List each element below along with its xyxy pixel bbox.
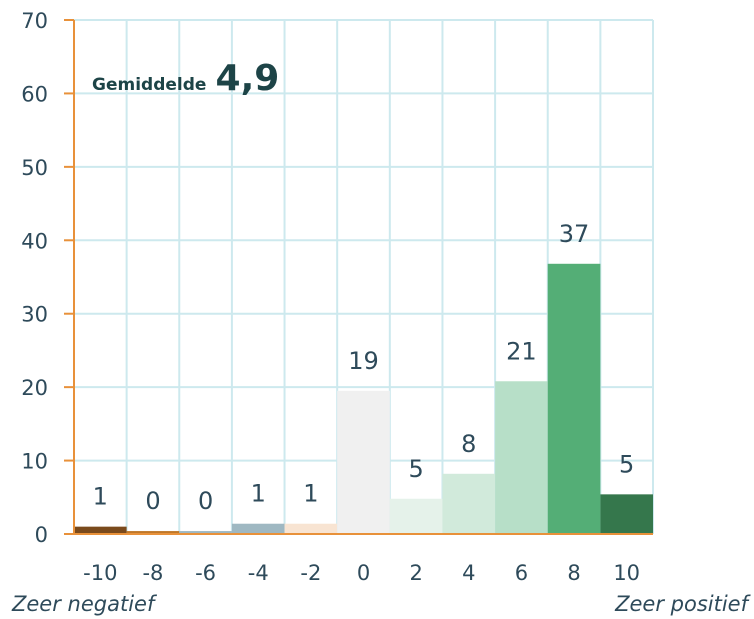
y-tick-label: 70	[21, 9, 48, 33]
value-label: 5	[408, 455, 423, 483]
x-tick-label: -2	[300, 561, 321, 585]
y-ticks: 0 10 20 30 40 50 60 70	[21, 9, 48, 547]
x-tick-label: -6	[195, 561, 216, 585]
x-tick-label: 6	[515, 561, 528, 585]
x-tick-label: 4	[462, 561, 475, 585]
axes	[64, 19, 653, 535]
y-tick-label: 10	[21, 450, 48, 474]
bar-2	[389, 498, 443, 534]
average-label: Gemiddelde	[92, 75, 207, 95]
y-tick-label: 30	[21, 303, 48, 327]
y-tick-label: 40	[21, 229, 48, 253]
bar-6	[495, 381, 548, 534]
value-label: 0	[198, 487, 213, 515]
value-label: 1	[93, 483, 108, 511]
value-label: 1	[251, 480, 266, 508]
y-tick-label: 60	[21, 82, 48, 106]
x-tick-label: -8	[142, 561, 163, 585]
x-tick-label: 2	[409, 561, 422, 585]
bar--6	[179, 531, 232, 534]
bar--10	[74, 526, 127, 534]
bar--2	[284, 523, 338, 534]
bars	[74, 263, 653, 534]
value-label: 8	[461, 430, 476, 458]
x-tick-label: -4	[248, 561, 269, 585]
y-tick-label: 20	[21, 376, 48, 400]
bar-0	[337, 390, 390, 534]
x-tick-label: 8	[567, 561, 580, 585]
bar--8	[126, 531, 180, 534]
value-labels: 1 0 0 1 1 19 5 8 21 37 5	[93, 220, 635, 515]
value-label: 21	[506, 337, 537, 365]
x-tick-label: 0	[357, 561, 370, 585]
bar-4	[442, 473, 496, 534]
value-label: 0	[145, 487, 160, 515]
bar--4	[231, 523, 285, 534]
value-label: 1	[303, 480, 318, 508]
value-label: 5	[619, 450, 634, 478]
y-tick-label: 0	[35, 523, 48, 547]
x-tick-label: 10	[613, 561, 640, 585]
x-ticks: -10 -8 -6 -4 -2 0 2 4 6 8 10	[83, 561, 640, 585]
x-tick-label: -10	[83, 561, 117, 585]
y-tick-label: 50	[21, 156, 48, 180]
bar-10	[600, 494, 653, 534]
average-value: 4,9	[215, 58, 280, 99]
x-right-label: Zeer positief	[615, 592, 748, 616]
bar-8	[547, 263, 601, 534]
value-label: 37	[559, 220, 590, 248]
average-annotation: Gemiddelde 4,9	[92, 58, 279, 99]
x-left-label: Zeer negatief	[12, 592, 155, 616]
value-label: 19	[348, 347, 379, 375]
